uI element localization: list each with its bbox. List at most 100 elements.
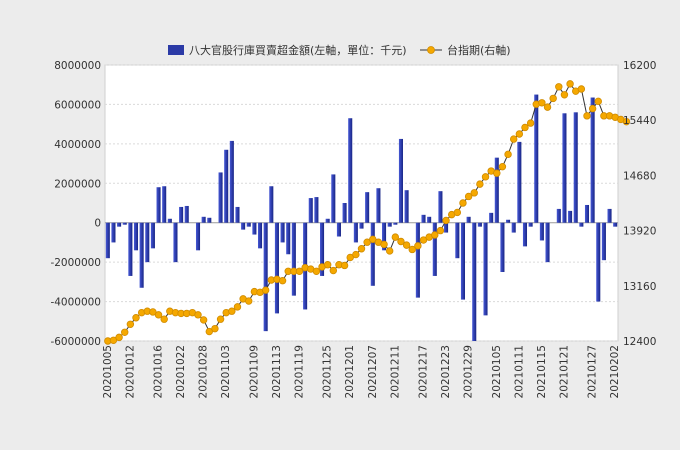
line-point (549, 94, 557, 103)
x-tick-label: 20210111 (513, 345, 525, 398)
bar (511, 222, 516, 233)
x-axis: 20201005 20201012 20201016 20201022 20201028… (102, 345, 621, 399)
line-point (154, 311, 163, 319)
right-tick-label: 16200 (623, 60, 656, 72)
x-tick-label: 20201201 (344, 345, 356, 398)
line-point (481, 173, 490, 181)
line-point (340, 261, 349, 270)
legend-line-marker (427, 46, 435, 54)
bar (274, 222, 279, 314)
x-tick-label: 20210127 (587, 345, 599, 398)
bar (269, 186, 274, 223)
line-point (357, 245, 366, 253)
bar (195, 222, 201, 251)
line-point (555, 83, 563, 91)
left-tick-label: -2000000 (50, 257, 101, 269)
line-point (312, 267, 321, 275)
x-tick-label: 20210121 (558, 345, 570, 398)
line-point (323, 261, 332, 269)
bar (263, 222, 268, 332)
line-point (588, 104, 597, 113)
line-point (228, 307, 236, 315)
bar (382, 222, 387, 251)
bar (387, 222, 392, 227)
bar (353, 222, 358, 243)
line-point (329, 266, 338, 275)
line-point (245, 297, 253, 305)
x-tick-label: 20201211 (389, 345, 401, 398)
bar (370, 222, 375, 286)
line-point (476, 180, 484, 188)
line-point (526, 119, 535, 127)
bar (489, 212, 494, 223)
bar (528, 222, 533, 227)
line-point (459, 199, 467, 207)
bar (539, 222, 544, 241)
line-point (470, 189, 478, 197)
bar (584, 204, 590, 223)
left-tick-label: 4000000 (54, 139, 101, 151)
line-point (594, 97, 602, 106)
bar (404, 190, 409, 223)
bar (320, 222, 325, 276)
bar (117, 222, 122, 227)
bar (139, 222, 144, 288)
line-point (436, 226, 445, 235)
bar (522, 222, 528, 247)
line-point (431, 231, 439, 239)
x-tick-label: 20201109 (248, 345, 260, 398)
line-point (352, 250, 360, 259)
right-tick-label: 15440 (623, 115, 656, 127)
x-tick-label: 20201217 (418, 345, 430, 398)
bar (579, 222, 584, 227)
bar (224, 149, 229, 223)
bar (229, 140, 234, 223)
bar (590, 97, 595, 223)
line-point (160, 315, 168, 323)
x-tick-label: 20210202 (609, 345, 621, 398)
line-point (278, 277, 287, 285)
bar (545, 222, 550, 263)
bar (562, 113, 567, 223)
bar (286, 222, 291, 255)
line-point (391, 233, 400, 241)
line-point (261, 286, 270, 294)
line-point (194, 311, 202, 319)
bar (607, 208, 612, 223)
bar (105, 222, 110, 259)
line-point (566, 80, 574, 88)
left-tick-label: 6000000 (54, 99, 101, 111)
line-point (211, 324, 219, 333)
bar (477, 222, 482, 227)
line-point (510, 135, 518, 143)
x-tick-label: 20201223 (440, 345, 452, 398)
bar (376, 188, 381, 223)
right-tick-label: 12400 (623, 336, 656, 348)
line-point (414, 242, 422, 250)
bar (291, 222, 296, 296)
x-tick-label: 20201016 (153, 345, 165, 399)
bar (534, 94, 539, 223)
bar (111, 222, 116, 243)
bar (167, 218, 172, 223)
left-tick-label: -4000000 (50, 297, 101, 309)
bar (494, 157, 499, 223)
right-tick-label: 14680 (623, 170, 656, 182)
plot-area (104, 64, 619, 342)
bar (517, 141, 522, 223)
line-point (199, 316, 208, 324)
right-tick-label: 13920 (623, 226, 656, 238)
bar (393, 222, 398, 225)
line-point (216, 315, 225, 323)
x-tick-label: 20201207 (367, 345, 379, 398)
line-point (295, 267, 304, 275)
legend: 八大官股行庫買賣超金額(左軸，單位：千元) 台指期(右軸) (168, 43, 511, 57)
line-point (442, 216, 450, 225)
line-point (402, 241, 411, 249)
x-tick-label: 20201012 (124, 345, 136, 398)
bar (427, 216, 432, 223)
line-series (104, 80, 631, 345)
bar (601, 222, 606, 261)
line-point (543, 103, 552, 111)
line-point (346, 253, 354, 262)
